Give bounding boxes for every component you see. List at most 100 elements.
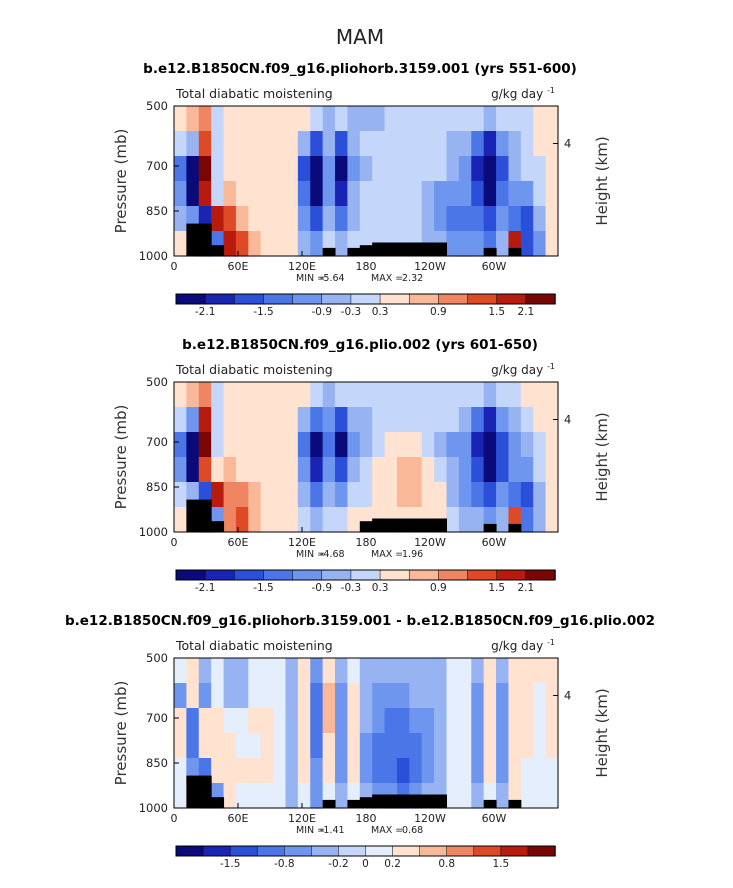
- field-cell: [347, 131, 361, 157]
- field-cell: [384, 181, 398, 207]
- field-cell: [211, 432, 225, 458]
- colorbar-label: 0.8: [438, 858, 455, 870]
- field-cell: [458, 708, 472, 734]
- terrain-block: [409, 242, 423, 256]
- field-cell: [198, 382, 212, 408]
- field-cell: [174, 733, 187, 759]
- field-cell: [235, 783, 249, 809]
- field-cell: [248, 181, 262, 207]
- field-cell: [285, 106, 299, 132]
- field-cell: [273, 457, 287, 483]
- field-cell: [322, 206, 336, 232]
- field-cell: [335, 507, 349, 533]
- field-cell: [434, 708, 448, 734]
- field-cell: [223, 482, 237, 508]
- field-cell: [211, 206, 225, 232]
- field-cell: [347, 733, 361, 759]
- field-cell: [260, 683, 274, 709]
- units-label: g/kg day -1: [491, 362, 555, 377]
- field-cell: [446, 683, 460, 709]
- field-cell: [508, 758, 522, 784]
- colorbar-label: 0.2: [384, 858, 401, 870]
- field-cell: [471, 181, 485, 207]
- field-cell: [545, 708, 559, 734]
- field-cell: [322, 106, 336, 132]
- terrain-block: [211, 797, 225, 808]
- field-cell: [446, 206, 460, 232]
- field-cell: [471, 432, 485, 458]
- field-cell: [496, 432, 510, 458]
- colorbar-swatch: [408, 293, 440, 305]
- field-cell: [322, 131, 336, 157]
- field-cell: [409, 131, 423, 157]
- field-cell: [396, 181, 410, 207]
- field-cell: [372, 758, 386, 784]
- field-cell: [458, 482, 472, 508]
- field-cell: [471, 733, 485, 759]
- field-cell: [533, 482, 547, 508]
- colorbar-swatch: [438, 293, 469, 305]
- field-cell: [273, 683, 287, 709]
- field-cell: [198, 733, 212, 759]
- field-cell: [520, 683, 534, 709]
- field-cell: [372, 708, 386, 734]
- field-cell: [396, 106, 410, 132]
- ytick-label: 700: [146, 159, 168, 173]
- field-cell: [297, 106, 311, 132]
- field-cell: [235, 758, 249, 784]
- field-cell: [310, 507, 324, 533]
- field-cell: [508, 206, 522, 232]
- terrain-block: [508, 247, 522, 256]
- field-cell: [533, 407, 547, 433]
- field-cell: [335, 156, 349, 182]
- field-cell: [533, 783, 547, 809]
- field-cell: [310, 382, 324, 408]
- field-cell: [483, 206, 497, 232]
- field-cell: [434, 106, 448, 132]
- terrain-block: [211, 245, 225, 256]
- field-cell: [211, 683, 225, 709]
- xtick-label: 180: [356, 812, 377, 825]
- terrain-block: [483, 799, 497, 808]
- field-cell: [235, 708, 249, 734]
- field-cell: [359, 733, 373, 759]
- field-cell: [223, 733, 237, 759]
- field-cell: [409, 683, 423, 709]
- field-cell: [297, 131, 311, 157]
- field-cell: [458, 131, 472, 157]
- terrain-block: [198, 223, 212, 256]
- colorbar-swatch: [527, 845, 556, 857]
- min-label: MIN =: [296, 549, 325, 560]
- field-cell: [545, 382, 559, 408]
- field-cell: [310, 783, 324, 809]
- field-cell: [335, 783, 349, 809]
- field-cell: [359, 206, 373, 232]
- field-cell: [372, 156, 386, 182]
- field-cell: [446, 407, 460, 433]
- field-cell: [335, 708, 349, 734]
- field-cell: [174, 758, 187, 784]
- field-cell: [335, 683, 349, 709]
- colorbar-swatch: [338, 845, 367, 857]
- field-cell: [322, 758, 336, 784]
- field-cell: [372, 482, 386, 508]
- field-cell: [198, 432, 212, 458]
- field-cell: [434, 432, 448, 458]
- colorbar-swatch: [350, 293, 381, 305]
- field-cell: [198, 106, 212, 132]
- terrain-block: [198, 775, 212, 808]
- field-cell: [471, 507, 485, 533]
- field-cell: [359, 482, 373, 508]
- field-cell: [421, 758, 435, 784]
- field-cell: [223, 106, 237, 132]
- field-cell: [372, 106, 386, 132]
- field-cell: [335, 733, 349, 759]
- field-cell: [396, 382, 410, 408]
- field-cell: [483, 407, 497, 433]
- colorbar-swatch: [311, 845, 340, 857]
- field-cell: [223, 432, 237, 458]
- terrain-block: [421, 518, 435, 532]
- colorbar-swatch: [284, 845, 313, 857]
- field-cell: [471, 382, 485, 408]
- field-cell: [384, 206, 398, 232]
